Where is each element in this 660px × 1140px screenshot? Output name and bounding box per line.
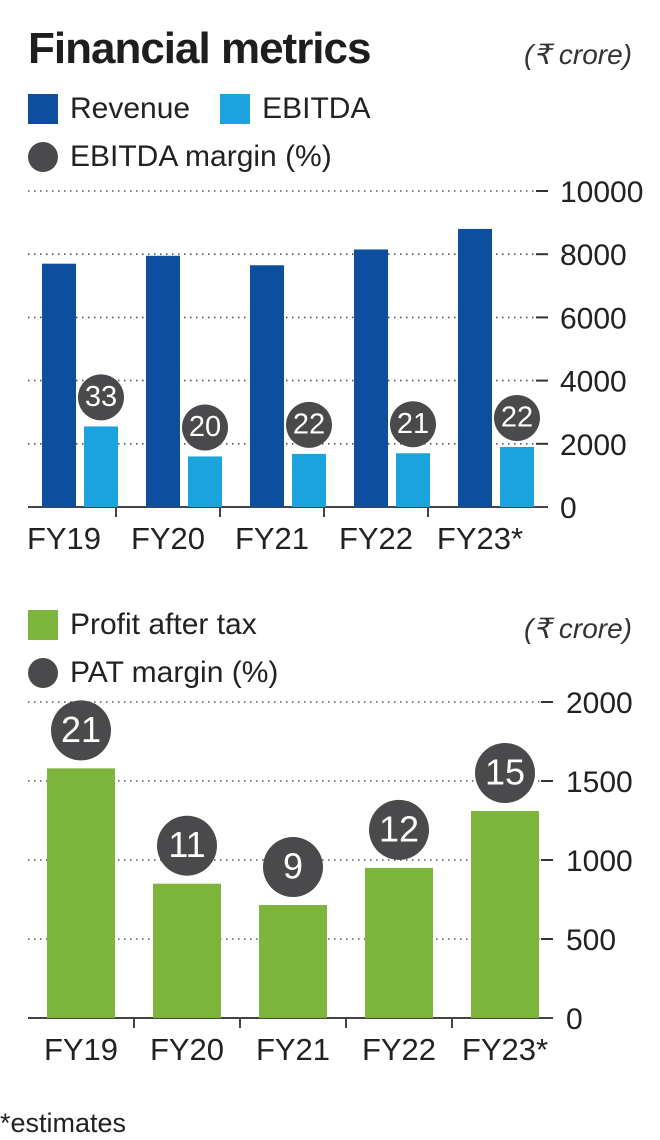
bar-ebitda: [188, 456, 222, 507]
margin-label: 21: [397, 408, 429, 440]
margin-label: 15: [485, 751, 525, 792]
ebitda-swatch: [220, 94, 251, 124]
margin-marker: [263, 837, 323, 898]
bar-revenue: [354, 249, 388, 507]
margin-marker: [494, 394, 540, 441]
margin-marker: [390, 401, 436, 448]
margin-marker: [182, 404, 228, 451]
margin-marker: [78, 374, 124, 421]
legend-top-row: Revenue EBITDA: [28, 92, 370, 126]
margin-marker-swatch: [28, 142, 58, 172]
bar-revenue: [42, 263, 76, 507]
bar-revenue: [458, 228, 492, 508]
x-tick-label: FY21: [256, 1032, 330, 1067]
bar-ebitda: [500, 446, 534, 507]
y-tick-label: 1500: [566, 766, 633, 799]
chart-financial-metrics: 0 2000 4000 6000 8000 10000 FY19 33 FY20 20 FY21 22…: [27, 176, 643, 550]
bar-profit-after-tax: [471, 811, 539, 1018]
bar-profit-after-tax: [365, 867, 433, 1018]
x-tick-label: FY21: [235, 521, 309, 550]
legend-revenue: Revenue: [70, 92, 191, 125]
y-tick-label: 8000: [560, 239, 627, 272]
x-tick-label: FY20: [150, 1032, 224, 1067]
bar-profit-after-tax: [153, 883, 221, 1018]
legend-ebitda: EBITDA: [262, 92, 371, 125]
legend-pat-margin-row: PAT margin (%): [28, 656, 278, 690]
bar-revenue: [146, 255, 180, 507]
margin-marker: [475, 743, 535, 804]
legend-pat-margin: PAT margin (%): [70, 656, 279, 689]
margin-marker: [286, 401, 332, 448]
legend-margin-row: EBITDA margin (%): [28, 140, 332, 174]
margin-marker: [157, 815, 217, 876]
margin-label: 22: [501, 402, 533, 434]
legend-pat-row: Profit after tax: [28, 608, 257, 642]
margin-label: 20: [189, 411, 221, 443]
margin-marker: [51, 700, 111, 761]
y-tick-label: 6000: [560, 302, 627, 335]
bar-profit-after-tax: [259, 905, 327, 1018]
y-tick-label: 0: [566, 1003, 583, 1036]
pat-swatch: [28, 610, 58, 640]
unit-label-2: (₹ crore): [523, 613, 632, 644]
margin-label: 11: [168, 824, 205, 865]
y-tick-label: 10000: [560, 176, 643, 209]
page-title: Financial metrics: [28, 24, 371, 73]
y-tick-label: 2000: [566, 687, 633, 720]
margin-marker: [369, 799, 429, 860]
y-tick-label: 2000: [560, 429, 627, 462]
y-tick-label: 0: [560, 492, 577, 525]
y-tick-label: 1000: [566, 845, 633, 878]
legend-pat: Profit after tax: [70, 608, 257, 641]
bar-revenue: [250, 265, 284, 507]
footnote: *estimates: [0, 1108, 127, 1138]
x-tick-label: FY19: [27, 521, 101, 550]
x-tick-label: FY20: [131, 521, 205, 550]
revenue-swatch: [28, 94, 58, 124]
margin-label: 12: [379, 808, 419, 849]
margin-label: 21: [61, 709, 101, 750]
x-tick-label: FY23*: [462, 1032, 548, 1067]
x-tick-label: FY22: [362, 1032, 436, 1067]
x-tick-label: FY19: [44, 1032, 118, 1067]
unit-label: (₹ crore): [523, 39, 632, 70]
y-tick-label: 4000: [560, 366, 627, 399]
margin-label: 9: [283, 845, 303, 886]
bar-profit-after-tax: [47, 768, 115, 1018]
legend-ebitda-margin: EBITDA margin (%): [70, 140, 332, 173]
margin-label: 22: [293, 409, 325, 441]
bar-ebitda: [396, 453, 430, 507]
x-tick-label: FY23*: [437, 521, 523, 550]
x-tick-label: FY22: [339, 521, 413, 550]
y-tick-label: 500: [566, 924, 616, 957]
chart-profit-after-tax: 0 500 1000 1500 2000 FY19 21 FY20 11 FY21 9 FY22 12 F…: [28, 687, 633, 1067]
margin-label: 33: [85, 381, 117, 413]
bar-ebitda: [84, 426, 118, 507]
pat-margin-marker-swatch: [28, 658, 58, 688]
bar-ebitda: [292, 453, 326, 507]
